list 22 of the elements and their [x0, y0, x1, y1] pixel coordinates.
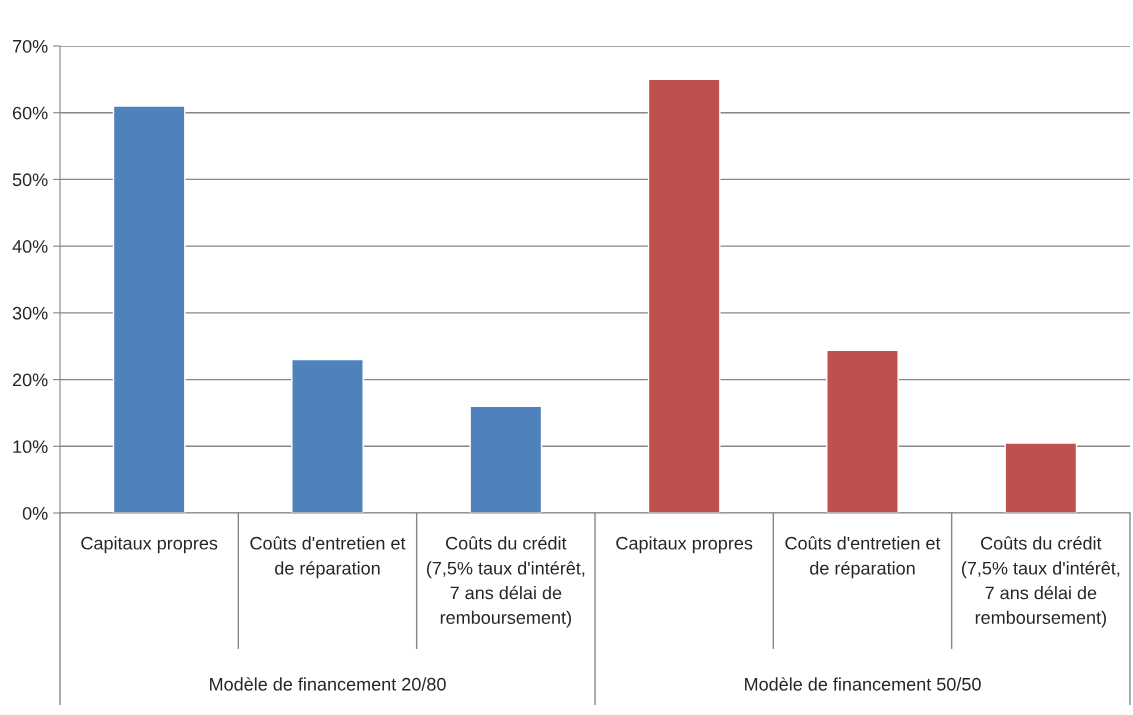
bar	[647, 78, 721, 513]
text: Modèle de financement 50/50	[745, 677, 981, 691]
y-tick-label: 60%	[12, 106, 48, 120]
bar	[112, 105, 186, 513]
y-tick-label: 10%	[13, 440, 48, 454]
bar	[291, 358, 364, 513]
y-tick-label: 40%	[12, 240, 48, 253]
y-tick-label: 0%	[22, 506, 48, 520]
x-tick-label: Capitaux propres	[616, 536, 753, 554]
y-tick-label: 20%	[12, 373, 48, 387]
y-tick-label: 50%	[12, 173, 48, 187]
x-tick-label: Capitaux propres	[81, 536, 218, 554]
y-tick-label: 70%	[12, 39, 48, 53]
y-tick-label: 30%	[12, 306, 48, 320]
bar	[826, 349, 899, 513]
bar	[469, 405, 543, 513]
x-tick-label: Coûts d'entretien et de réparation	[785, 536, 941, 579]
text: Modèle de financement 20/80	[210, 677, 446, 691]
x-tick-label: Coûts du crédit (7,5% taux d'intérêt, 7 ans délai de remboursement)	[961, 536, 1120, 628]
x-tick-label: Coûts du crédit (7,5% taux d'intérêt, 7 ans délai de remboursement)	[426, 536, 585, 628]
x-tick-label: Coûts d'entretien et de réparation	[250, 536, 406, 579]
bar	[1004, 442, 1078, 513]
